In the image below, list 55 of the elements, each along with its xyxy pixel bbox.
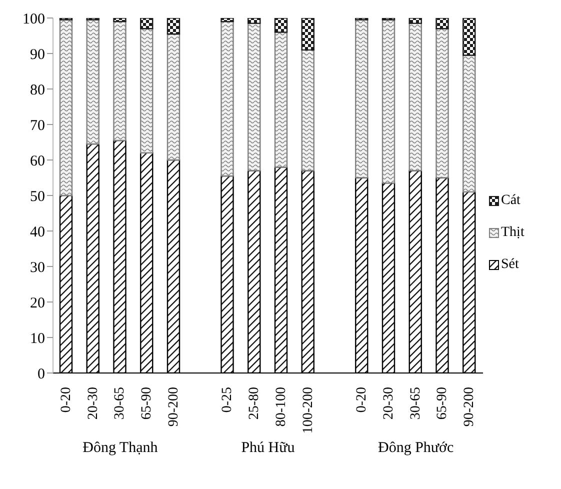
text: Phú Hữu (240, 440, 296, 457)
bar (382, 19, 396, 184)
bar (408, 22, 422, 172)
y-tick-label: 20 (30, 295, 45, 312)
y-tick-label: 40 (30, 224, 45, 240)
y-tick-label: 0 (38, 366, 45, 382)
text: Đông Thạnh (82, 440, 159, 457)
x-tick-label: 65-90 (435, 387, 450, 420)
bar (140, 18, 154, 30)
y-tick-label: 100 (22, 11, 45, 28)
x-tick-label: 90-200 (462, 387, 478, 427)
text: Đông Phước (376, 440, 455, 457)
bar (248, 18, 261, 24)
x-tick-label: 0-25 (220, 387, 236, 413)
legend-label: Cát (501, 193, 520, 209)
bar (113, 20, 126, 142)
x-tick-label: 100-200 (300, 387, 316, 434)
x-tick-label: 90-200 (166, 387, 182, 427)
x-tick-label: 30-65 (112, 387, 128, 420)
bar (140, 28, 154, 154)
bar (113, 18, 126, 22)
bar (274, 18, 288, 33)
y-tick-label: 60 (30, 153, 45, 170)
bar (248, 22, 261, 172)
y-tick-label: 50 (30, 188, 45, 205)
bar (86, 19, 100, 145)
bar (166, 18, 180, 35)
bar (436, 18, 449, 30)
x-tick-label: 30-65 (408, 387, 424, 420)
x-tick-label: 80-100 (274, 387, 289, 427)
y-tick-label: 90 (30, 46, 45, 63)
y-tick-label: 30 (30, 260, 45, 276)
bar (462, 54, 476, 193)
x-tick-label: 20-30 (86, 387, 101, 420)
bar (59, 19, 73, 196)
x-tick-label: 20-30 (381, 387, 396, 420)
bar (220, 20, 234, 177)
bar (301, 49, 314, 172)
bar (355, 19, 368, 178)
legend-label: Thịt (501, 225, 524, 241)
bar (301, 18, 314, 51)
legend-label: Sét (501, 257, 519, 273)
bar (462, 18, 476, 56)
bar (166, 33, 180, 161)
x-tick-label: 25-80 (247, 387, 262, 420)
y-tick-label: 80 (30, 82, 45, 98)
x-tick-label: 65-90 (140, 387, 155, 420)
bar (436, 28, 449, 178)
bar (408, 18, 422, 24)
y-tick-label: 10 (30, 330, 45, 347)
bar (220, 18, 234, 22)
y-tick-label: 70 (30, 118, 45, 134)
bar (274, 32, 288, 168)
x-tick-label: 0-20 (58, 387, 74, 413)
x-tick-label: 0-20 (354, 387, 370, 413)
